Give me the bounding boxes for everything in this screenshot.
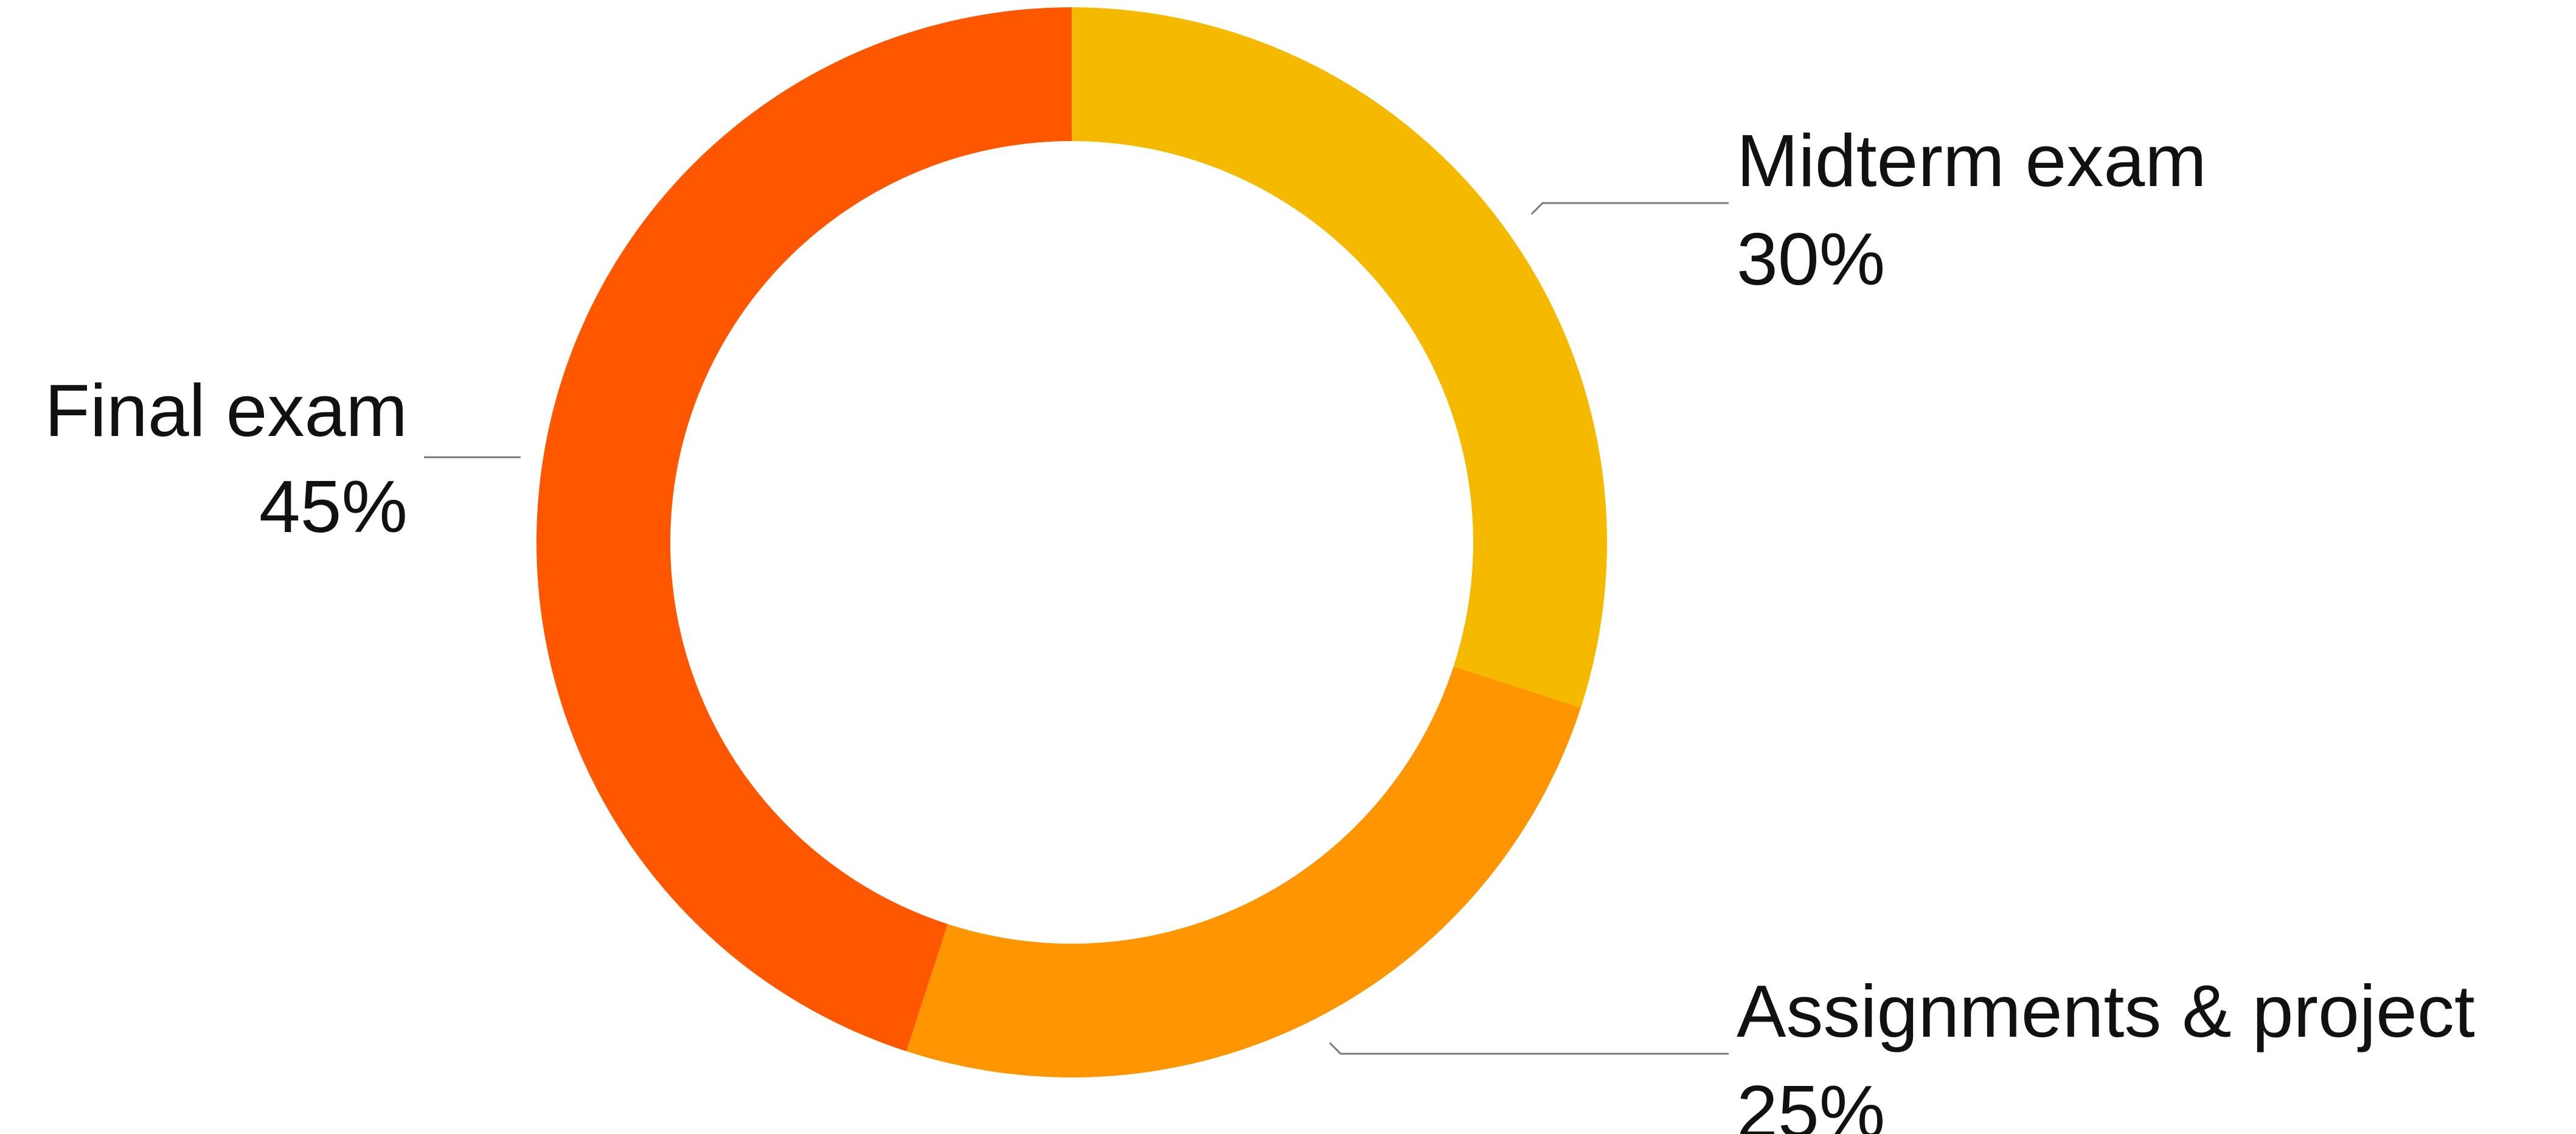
leader-line-assignments-project: [1330, 1043, 1729, 1054]
slice-final-exam: [536, 7, 1072, 1051]
slice-assignments-project: [906, 666, 1581, 1077]
slice-value-assignments-project: 25%: [1737, 1070, 1885, 1134]
slice-value-final-exam: 45%: [259, 465, 408, 548]
slice-label-final-exam: Final exam: [44, 369, 408, 452]
slice-label-assignments-project: Assignments & project: [1737, 970, 2475, 1053]
slice-value-midterm-exam: 30%: [1737, 218, 1885, 300]
leader-line-midterm-exam: [1532, 203, 1729, 214]
slice-label-midterm-exam: Midterm exam: [1737, 119, 2207, 202]
slice-midterm-exam: [1072, 7, 1607, 708]
donut-slices: [536, 7, 1607, 1077]
